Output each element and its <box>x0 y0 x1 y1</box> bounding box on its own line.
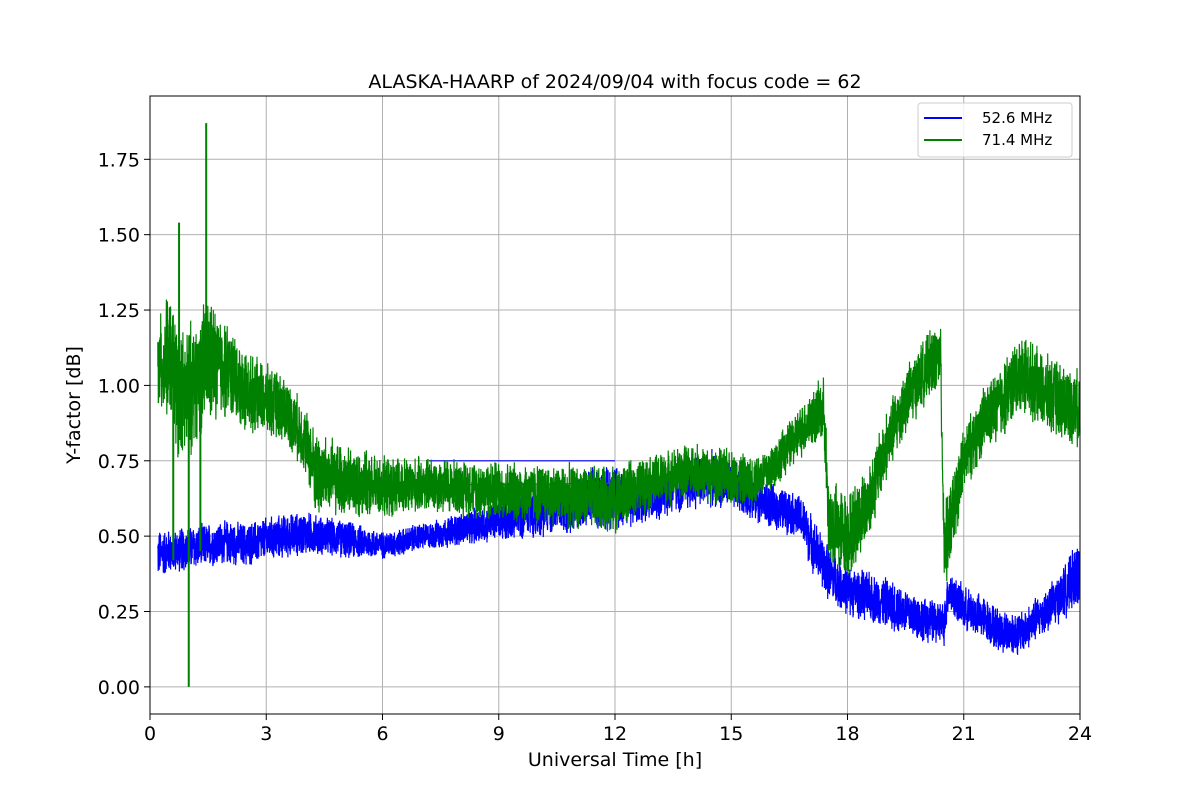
y-tick-label: 0.75 <box>98 451 140 473</box>
x-tick-label: 3 <box>260 723 272 745</box>
series-line-71-4-mhz <box>157 299 1081 582</box>
x-tick-label: 18 <box>835 723 859 745</box>
y-tick-label: 1.50 <box>98 225 140 247</box>
x-axis-label: Universal Time [h] <box>528 749 702 771</box>
x-tick-label: 24 <box>1068 723 1092 745</box>
y-tick-label: 1.25 <box>98 300 140 322</box>
legend-box <box>917 102 1073 158</box>
y-axis: 0.00 0.25 0.50 0.75 1.00 1.25 1.50 1.75 <box>98 149 150 699</box>
x-tick-label: 0 <box>144 723 156 745</box>
series-line-71-4-mhz <box>428 482 616 486</box>
x-tick-label: 6 <box>376 723 388 745</box>
y-axis-label: Y-factor [dB] <box>63 346 85 465</box>
y-tick-label: 1.00 <box>98 375 140 397</box>
x-tick-label: 15 <box>719 723 743 745</box>
x-tick-label: 9 <box>493 723 505 745</box>
x-axis: 0 3 6 9 12 15 18 21 24 <box>144 714 1092 745</box>
y-tick-label: 0.25 <box>98 602 140 624</box>
legend-label-52-6: 52.6 MHz <box>982 109 1052 127</box>
legend: 52.6 MHz 71.4 MHz <box>917 102 1073 158</box>
x-tick-label: 12 <box>603 723 627 745</box>
y-tick-label: 1.75 <box>98 149 140 171</box>
y-tick-label: 0.50 <box>98 526 140 548</box>
x-tick-label: 21 <box>952 723 976 745</box>
chart-title: ALASKA-HAARP of 2024/09/04 with focus co… <box>368 71 861 93</box>
series-layer <box>157 123 1081 687</box>
y-tick-label: 0.00 <box>98 677 140 699</box>
legend-label-71-4: 71.4 MHz <box>982 131 1052 149</box>
